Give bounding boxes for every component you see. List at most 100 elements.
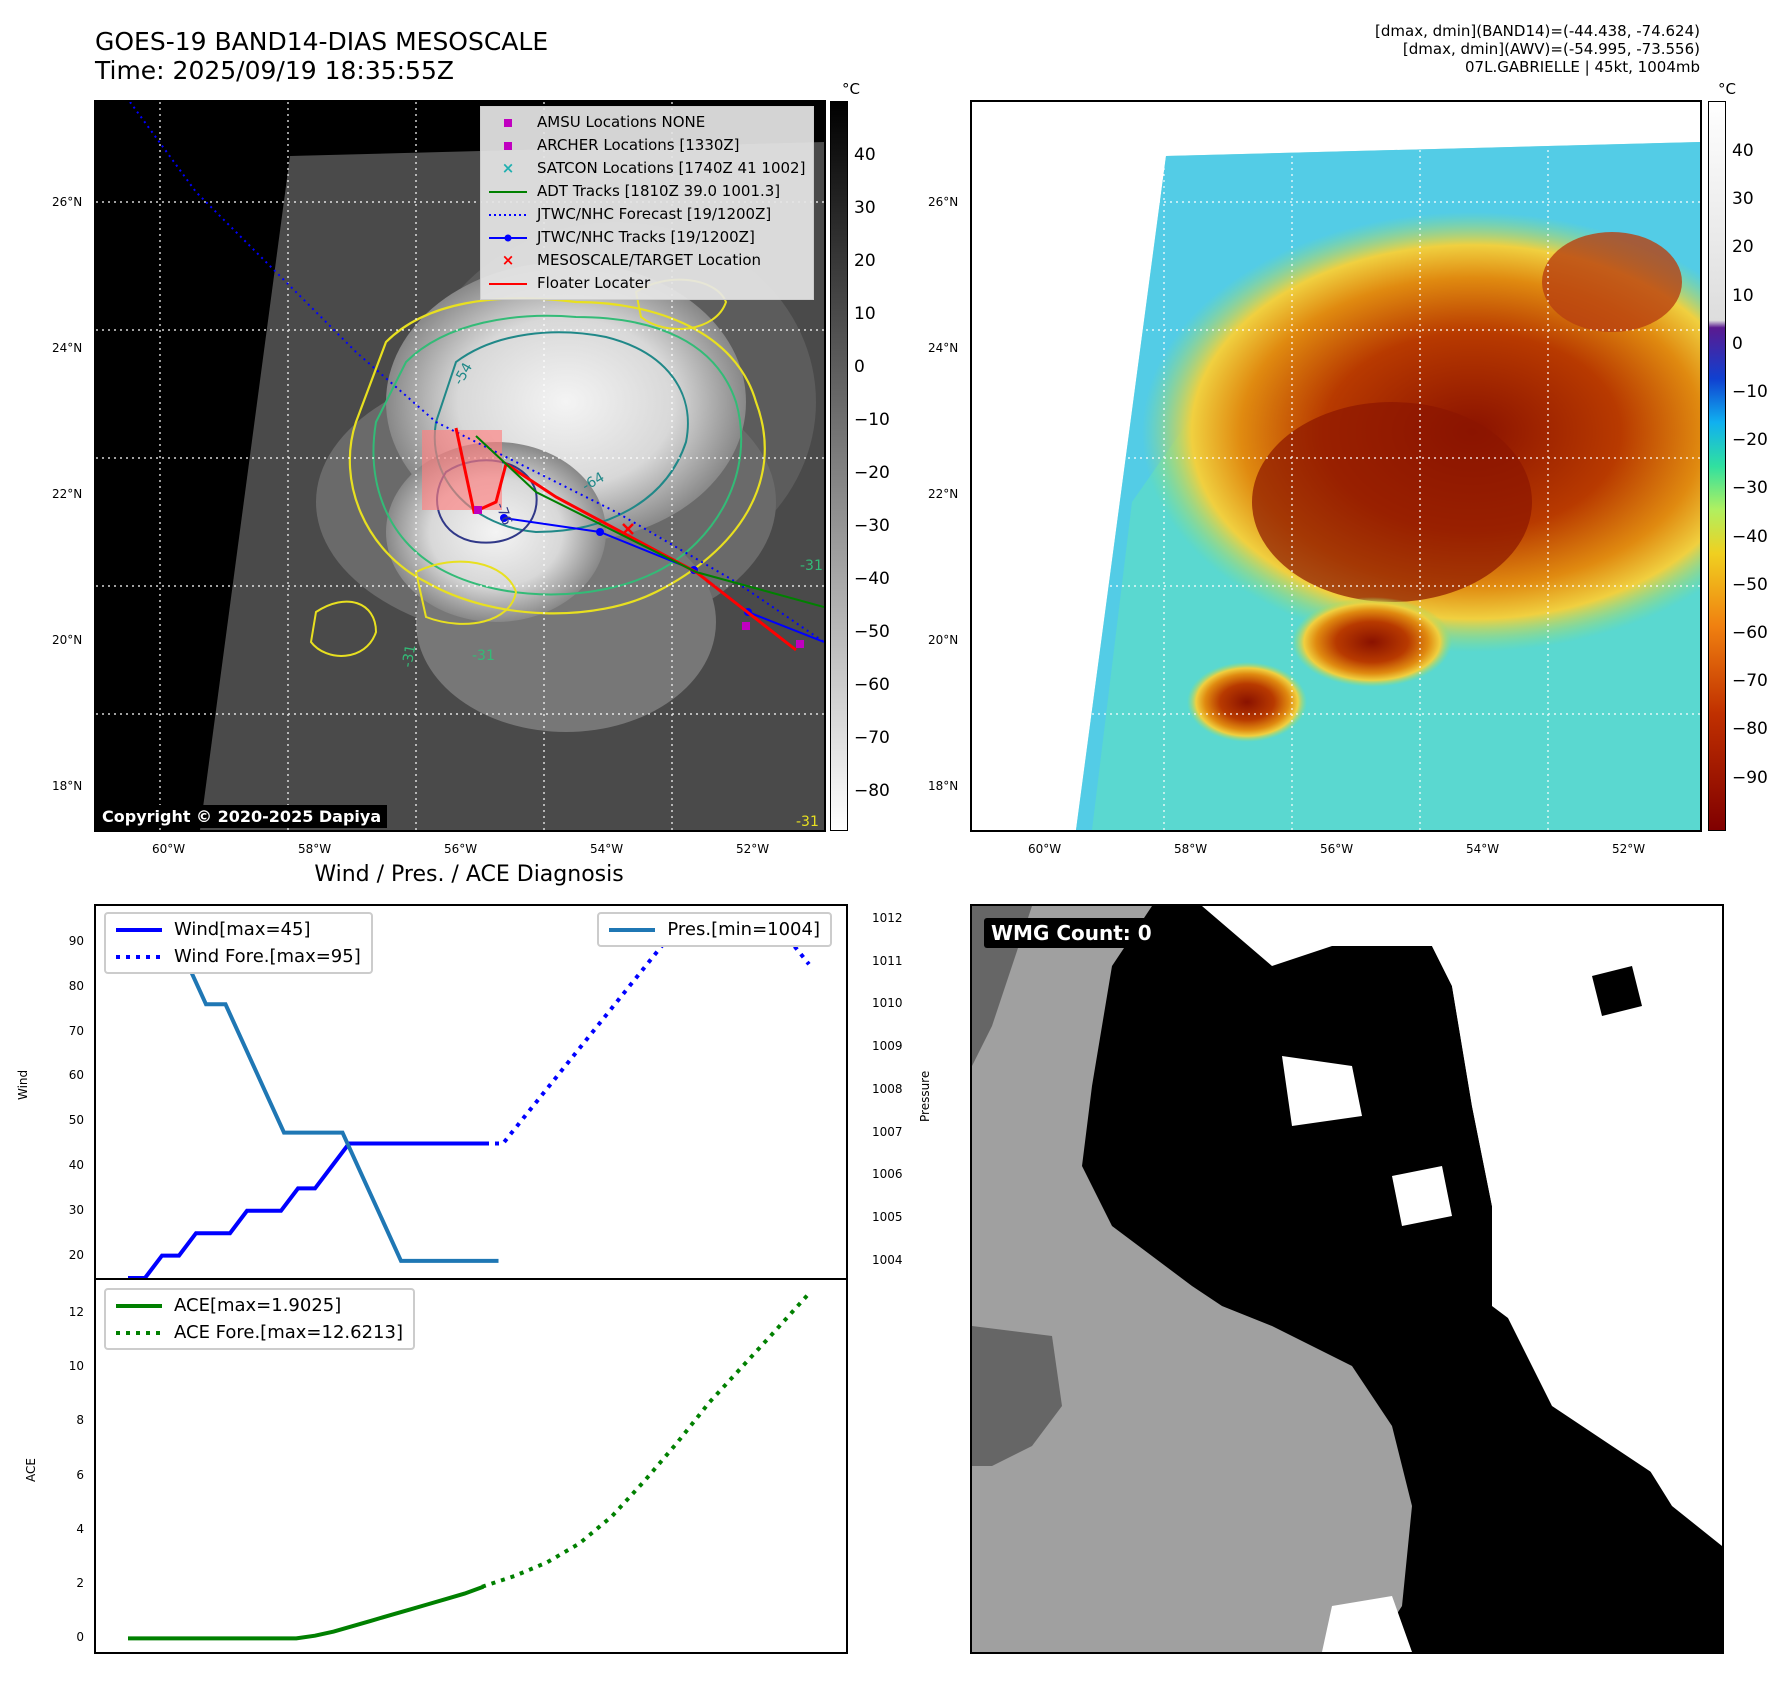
axis-tick-label: 1005: [872, 1210, 903, 1225]
ace-axis-label: ACE: [24, 1458, 38, 1482]
colorbar-tick-label: −40: [854, 569, 890, 589]
colorbar-tick-label: −30: [854, 516, 890, 536]
colorbar-tick-label: −60: [854, 675, 890, 695]
lat-label: 24°N: [928, 341, 959, 355]
colorbar-tick-label: 10: [1732, 285, 1754, 306]
legend-item-adt: ADT Tracks [1810Z 39.0 1001.3]: [489, 182, 781, 200]
diag-title: Wind / Pres. / ACE Diagnosis: [314, 862, 624, 887]
legend-wind: Wind[max=45]: [116, 919, 311, 940]
ace-chart: ACE[max=1.9025] ACE Fore.[max=12.6213]: [94, 1278, 848, 1654]
colorbar-tick-label: 20: [854, 251, 876, 271]
wind-forecast-line: [485, 917, 811, 1146]
axis-tick-label: 1010: [872, 996, 903, 1011]
colorbar-tick-label: 20: [1732, 237, 1754, 258]
legend-item-nhc-tracks: JTWC/NHC Tracks [19/1200Z]: [489, 226, 805, 249]
legend-pressure: Pres.[min=1004]: [609, 919, 820, 940]
title-line-2: Time: 2025/09/19 18:35:55Z: [95, 56, 454, 85]
axis-tick-label: 1011: [872, 953, 903, 968]
ir-colorbar-unit: °C: [842, 80, 860, 98]
colorbar-tick-label: −30: [1732, 478, 1768, 499]
wmg-count-label: WMG Count: 0: [984, 918, 1159, 948]
ace-forecast-line: [481, 1294, 809, 1589]
axis-tick-label: 1012: [872, 910, 903, 925]
awv-map-panel: [970, 100, 1702, 832]
map-grid: [96, 102, 824, 830]
lon-label: 54°W: [590, 842, 624, 856]
contour-label: -31: [796, 814, 819, 830]
axis-tick-label: 80: [68, 978, 84, 993]
wmg-panel: WMG Count: 0: [970, 904, 1724, 1654]
colorbar-tick-label: −50: [1732, 574, 1768, 595]
colorbar-tick-label: 0: [1732, 333, 1743, 354]
colorbar-tick-label: −60: [1732, 623, 1768, 643]
info-line-2: [dmax, dmin](AWV)=(-54.995, -73.556): [1402, 40, 1700, 58]
info-line-3: 07L.GABRIELLE | 45kt, 1004mb: [1465, 58, 1700, 76]
lat-label: 20°N: [928, 633, 959, 647]
axis-tick-label: 1008: [872, 1081, 903, 1096]
axis-tick-label: 6: [76, 1467, 84, 1482]
wind-axis-label: Wind: [16, 1069, 30, 1100]
storm-info: [dmax, dmin](BAND14)=(-44.438, -74.624) …: [1100, 22, 1700, 76]
ir-colorbar: [830, 101, 848, 831]
adt-track: [475, 435, 824, 608]
lat-label: 22°N: [52, 487, 83, 501]
colorbar-tick-label: −20: [1732, 430, 1768, 451]
lon-label: 56°W: [444, 842, 478, 856]
legend-ace-fore: ACE Fore.[max=12.6213]: [116, 1322, 403, 1343]
axis-tick-label: 20: [68, 1247, 84, 1262]
lon-label: 58°W: [1174, 842, 1208, 856]
title-line-1: GOES-19 BAND14-DIAS MESOSCALE: [95, 27, 549, 56]
wind-line: [128, 1141, 485, 1278]
pressure-legend: Pres.[min=1004]: [597, 912, 832, 947]
axis-tick-label: 70: [68, 1023, 84, 1038]
legend-item-archer: ARCHER Locations [1330Z]: [489, 134, 805, 157]
axis-tick-label: 1006: [872, 1167, 903, 1182]
floater-box: [422, 430, 502, 510]
colorbar-tick-label: 30: [854, 198, 876, 218]
legend-item-mesoscale: × MESOSCALE/TARGET Location: [501, 251, 762, 269]
lat-label: 22°N: [928, 487, 959, 501]
legend-item-satcon: × SATCON Locations [1740Z 41 1002]: [501, 159, 806, 177]
legend-item-amsu: AMSU Locations NONE: [489, 111, 805, 134]
axis-tick-label: 2: [76, 1576, 84, 1591]
axis-tick-label: 1004: [872, 1252, 903, 1267]
lon-label: 52°W: [736, 842, 770, 856]
colorbar-tick-label: 40: [854, 145, 876, 165]
wind-legend: Wind[max=45] Wind Fore.[max=95]: [104, 912, 373, 974]
axis-tick-label: 4: [76, 1521, 84, 1536]
awv-map-image: [972, 102, 1700, 830]
lon-label: 60°W: [1028, 842, 1062, 856]
contour-label: -31: [800, 558, 823, 574]
colorbar-tick-label: −70: [1732, 671, 1768, 692]
colorbar-tick-label: −10: [854, 410, 890, 430]
colorbar-tick-label: −80: [854, 781, 890, 801]
wmg-mask-image: [972, 906, 1722, 1652]
ir-map-image: [96, 102, 824, 830]
axis-tick-label: 90: [68, 933, 84, 948]
axis-tick-label: 50: [68, 1113, 84, 1128]
lat-label: 18°N: [928, 779, 959, 793]
axis-tick-label: 30: [68, 1202, 84, 1217]
wind-pressure-chart: Wind[max=45] Wind Fore.[max=95] Pres.[mi…: [94, 904, 848, 1280]
colorbar-tick-label: −80: [1732, 719, 1768, 740]
legend-wind-fore: Wind Fore.[max=95]: [116, 946, 361, 967]
axis-tick-label: 1009: [872, 1039, 903, 1054]
forecast-track: [129, 102, 824, 643]
axis-tick-label: 0: [76, 1630, 84, 1645]
colorbar-tick-label: 10: [854, 304, 876, 324]
copyright: Copyright © 2020-2025 Dapiya: [96, 805, 388, 828]
lon-label: 56°W: [1320, 842, 1354, 856]
lat-label: 20°N: [52, 633, 83, 647]
colorbar-tick-label: −50: [854, 622, 890, 642]
axis-tick-label: 8: [76, 1413, 84, 1428]
axis-tick-label: 1007: [872, 1124, 903, 1139]
info-line-1: [dmax, dmin](BAND14)=(-44.438, -74.624): [1375, 22, 1700, 40]
lat-label: 18°N: [52, 779, 83, 793]
contour-label: -31: [472, 648, 495, 664]
lon-label: 52°W: [1612, 842, 1646, 856]
colorbar-tick-label: −70: [854, 728, 890, 748]
colorbar-tick-label: 30: [1732, 189, 1754, 210]
lat-label: 24°N: [52, 341, 83, 355]
lon-label: 54°W: [1466, 842, 1500, 856]
ace-plot: [128, 1294, 809, 1641]
